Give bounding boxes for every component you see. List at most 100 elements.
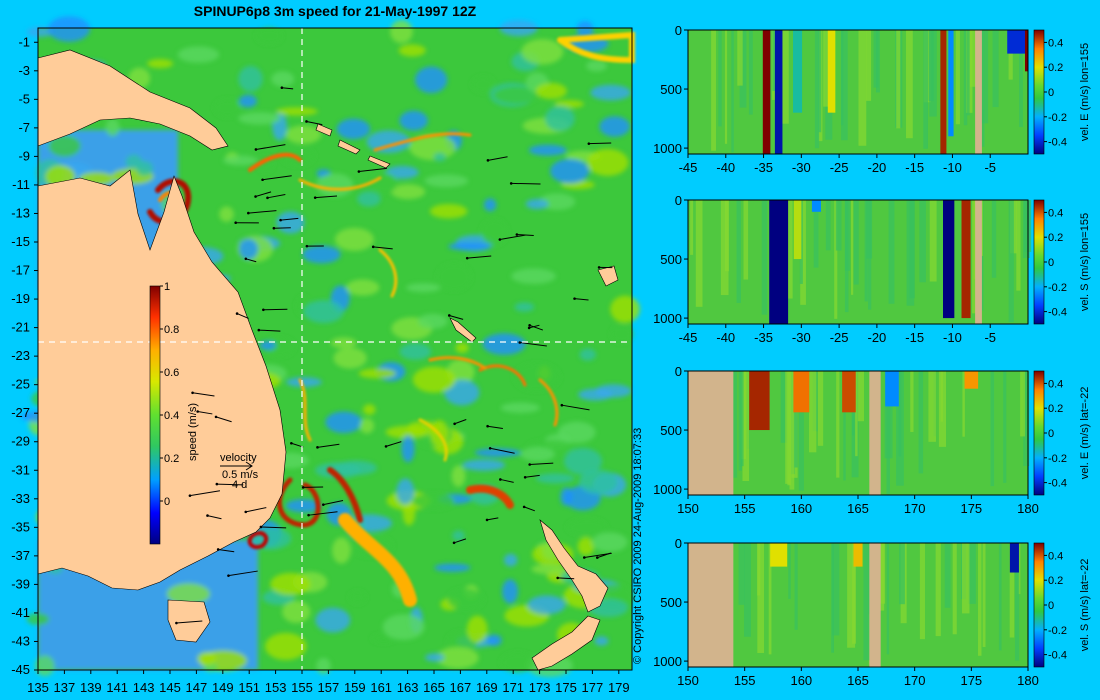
section-x-tick-label: 160 — [790, 501, 812, 516]
map-eddy — [405, 283, 441, 293]
section-x-tick-label: 170 — [904, 501, 926, 516]
velocity-arrowhead — [556, 576, 559, 580]
map-eddy — [414, 66, 448, 94]
map-y-tick-label: -13 — [11, 205, 30, 220]
section-texture — [919, 543, 925, 640]
section-texture — [884, 371, 893, 459]
section-x-tick-label: -45 — [679, 160, 698, 175]
map-jets — [147, 31, 635, 607]
velocity-arrowhead — [279, 218, 282, 222]
section-feature — [948, 30, 954, 137]
section-y-tick-label: 1000 — [653, 482, 682, 497]
map-y-tick-label: -45 — [11, 662, 30, 677]
section-1: -45 -40 -35 -30 -25 -20 -15 -10 -5 0 500 1000 0.4 0.2… — [653, 23, 1091, 175]
map-eddy — [391, 184, 426, 200]
section-texture — [969, 30, 976, 87]
map-eddy — [462, 459, 506, 471]
map-eddy — [611, 324, 633, 344]
section-texture — [690, 200, 694, 255]
section-x-tick-label: -25 — [830, 330, 849, 345]
speed-colorbar — [149, 285, 161, 545]
velocity-arrowhead — [244, 510, 248, 514]
section-texture — [789, 371, 795, 490]
velocity-arrow — [197, 411, 213, 415]
map-x-ticks: 135 137 139 141 143 145 147 149 151 153 155 157 159 1… — [27, 670, 630, 695]
colorbar-tick-label: 0.6 — [164, 367, 179, 379]
map-eddy — [594, 636, 609, 646]
velocity-arrow — [228, 570, 258, 577]
section-colorbar-tick-label: 0 — [1048, 428, 1054, 440]
section-texture — [695, 200, 703, 307]
velocity-arrow — [385, 441, 402, 447]
map-y-tick-label: -11 — [12, 177, 30, 192]
velocity-arrow — [263, 308, 288, 311]
section-texture — [1009, 543, 1015, 638]
map-eddy — [285, 499, 322, 513]
velocity-arrow — [487, 156, 508, 161]
section-texture — [836, 371, 840, 478]
map-current — [248, 152, 302, 172]
map-x-tick-label: 143 — [133, 680, 155, 695]
map-y-tick-label: -15 — [11, 234, 30, 249]
map-eddy — [451, 465, 466, 487]
velocity-arrowhead — [280, 86, 284, 90]
section-texture — [873, 30, 879, 88]
map-y-tick-label: -19 — [11, 291, 30, 306]
section-texture — [843, 371, 846, 481]
velocity-legend-title: velocity — [220, 452, 257, 464]
section-texture — [737, 30, 743, 86]
velocity-arrow — [267, 194, 286, 199]
section-texture — [966, 30, 970, 116]
section-feature — [1009, 543, 1019, 573]
velocity-arrowhead — [582, 556, 586, 559]
map-eddy — [433, 152, 446, 162]
section-colorbar-tick-label: 0 — [1048, 257, 1054, 269]
section-texture — [992, 30, 999, 108]
map-eddy — [333, 347, 367, 369]
velocity-arrowhead — [290, 441, 293, 445]
section-texture — [952, 543, 957, 635]
section-frame — [687, 199, 1029, 325]
section-x-tick-label: 150 — [677, 501, 699, 516]
velocity-arrows — [175, 86, 613, 625]
velocity-arrow — [216, 483, 244, 486]
section-texture — [929, 200, 937, 282]
section-texture — [740, 371, 744, 467]
map-x-tick-label: 167 — [450, 680, 472, 695]
section-feature — [943, 200, 955, 319]
section-texture — [1014, 543, 1020, 661]
velocity-arrow — [373, 246, 393, 250]
velocity-arrowhead — [518, 341, 522, 344]
section-texture — [743, 200, 749, 280]
map-eddy — [535, 473, 575, 484]
section-texture — [864, 200, 868, 302]
section-texture — [888, 200, 895, 304]
map-eddy — [590, 84, 631, 101]
map-eddy — [425, 653, 445, 662]
map-y-tick-label: -37 — [11, 548, 30, 563]
new-zealand-north — [539, 519, 609, 613]
velocity-arrowhead — [257, 328, 261, 332]
velocity-arrowhead — [515, 233, 519, 236]
map-eddy — [500, 402, 540, 414]
colorbar-tick-label: 0.8 — [164, 324, 179, 336]
section-texture — [793, 371, 798, 468]
map-eddy — [503, 553, 518, 567]
map-x-tick-label: 147 — [186, 680, 208, 695]
section-texture — [853, 200, 859, 285]
velocity-arrowhead — [522, 505, 526, 509]
map-eddy — [303, 300, 344, 324]
map-eddy — [521, 39, 564, 65]
section-y-tick-label: 1000 — [653, 654, 682, 669]
map-eddy — [382, 614, 425, 640]
map-eddy — [412, 366, 456, 393]
velocity-arrowhead — [307, 513, 310, 517]
section-x-tick-label: 155 — [734, 501, 756, 516]
section-colorbar-tick-label: 0.4 — [1048, 207, 1063, 219]
section-y-tick-label: 500 — [660, 423, 682, 438]
velocity-arrow — [523, 506, 535, 512]
map-eddy — [271, 71, 295, 87]
section-feature — [762, 30, 771, 154]
map-eddy — [136, 160, 153, 176]
map-eddy — [550, 158, 590, 184]
